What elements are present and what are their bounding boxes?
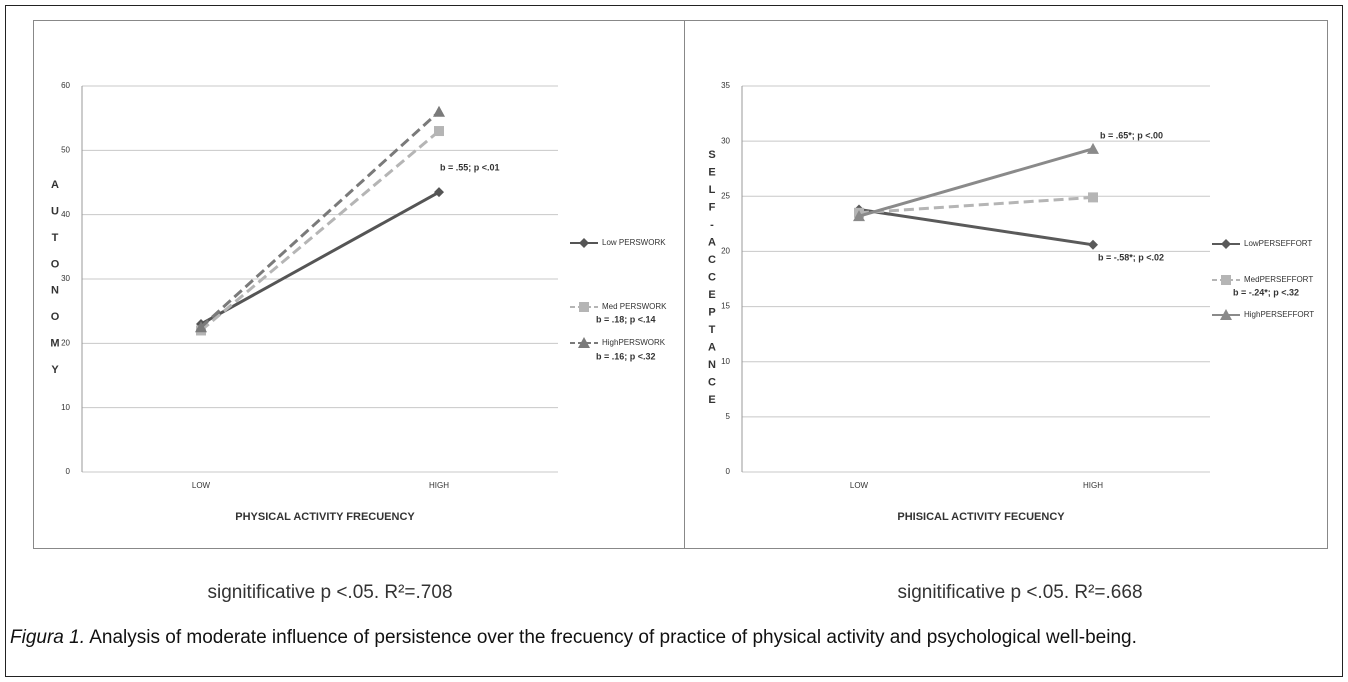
y-tick-label: 0 xyxy=(66,467,71,476)
x-axis-title: PHYSICAL ACTIVITY FRECUENCY xyxy=(235,511,415,523)
x-tick-label: LOW xyxy=(850,481,869,490)
y-axis-letter: F xyxy=(709,201,716,213)
series-line xyxy=(858,147,1094,218)
y-tick-label: 60 xyxy=(61,81,70,90)
y-axis-letter: A xyxy=(51,179,59,191)
y-tick-label: 0 xyxy=(726,467,731,476)
legend-marker xyxy=(578,337,590,348)
y-axis-title: S E L F -A C C E P T A N C E xyxy=(708,149,716,406)
y-tick-label: 30 xyxy=(61,274,70,283)
y-axis-letter: S xyxy=(708,149,715,161)
marker xyxy=(434,187,444,198)
marker xyxy=(1087,142,1099,154)
y-axis-letter: N xyxy=(708,359,716,371)
y-axis-letter: E xyxy=(708,289,715,301)
x-tick-label: HIGH xyxy=(429,481,449,490)
annotation: b = -.24*; p <.32 xyxy=(1233,287,1299,297)
y-tick-label: 40 xyxy=(61,210,70,219)
series-line xyxy=(200,190,440,326)
marker xyxy=(195,321,207,333)
chart-border xyxy=(684,20,1328,549)
y-axis-letter: T xyxy=(52,232,59,244)
x-axis-title: PHISICAL ACTIVITY FECUENCY xyxy=(897,511,1065,523)
y-axis-letter: P xyxy=(708,306,715,318)
y-tick-label: 15 xyxy=(721,302,730,311)
y-tick-label: 20 xyxy=(721,247,730,256)
y-axis-letter: O xyxy=(51,258,60,270)
series-line xyxy=(200,129,440,332)
chart-border xyxy=(33,20,685,549)
y-axis-letter: E xyxy=(708,394,715,406)
series-line xyxy=(858,195,1094,215)
legend-marker xyxy=(1220,309,1232,320)
chart-caption: signitificative p <.05. R²=.708 xyxy=(207,582,452,603)
annotation: b = .18; p <.14 xyxy=(596,314,656,324)
series-line xyxy=(858,208,1094,247)
legend-marker xyxy=(1221,275,1231,285)
y-tick-label: 30 xyxy=(721,136,730,145)
y-axis-letter: L xyxy=(709,184,716,196)
annotation: b = .16; p <.32 xyxy=(596,351,656,361)
y-tick-label: 5 xyxy=(726,412,731,421)
y-tick-label: 35 xyxy=(721,81,730,90)
annotation: b = -.58*; p <.02 xyxy=(1098,252,1164,262)
legend-marker xyxy=(1221,239,1231,249)
annotation: b = .55; p <.01 xyxy=(440,162,500,172)
y-tick-label: 50 xyxy=(61,145,70,154)
y-tick-label: 10 xyxy=(721,357,730,366)
y-axis-letter: N xyxy=(51,285,59,297)
y-axis-letter: - xyxy=(710,219,714,231)
x-tick-label: LOW xyxy=(192,481,211,490)
y-axis-letter: A xyxy=(708,236,716,248)
y-tick-label: 10 xyxy=(61,403,70,412)
y-axis-letter: T xyxy=(709,324,716,336)
y-axis-letter: C xyxy=(708,271,716,283)
marker xyxy=(1088,192,1098,203)
y-axis-letter: E xyxy=(708,166,715,178)
marker xyxy=(433,105,445,117)
legend-label: Low PERSWORK xyxy=(602,238,666,247)
chart-caption: signitificative p <.05. R²=.668 xyxy=(897,582,1142,603)
y-tick-label: 20 xyxy=(61,338,70,347)
annotation: b = .65*; p <.00 xyxy=(1100,130,1163,140)
x-tick-label: HIGH xyxy=(1083,481,1103,490)
legend-marker xyxy=(579,302,589,312)
y-axis-letter: Y xyxy=(51,364,59,376)
figure-label: Figura 1. xyxy=(10,627,85,648)
y-axis-letter: C xyxy=(708,376,716,388)
marker xyxy=(434,126,444,137)
y-axis-letter: M xyxy=(50,337,59,349)
y-axis-letter: O xyxy=(51,311,60,323)
y-axis-letter: U xyxy=(51,205,59,217)
marker xyxy=(1088,239,1098,250)
y-axis-letter: A xyxy=(708,341,716,353)
legend-label: Med PERSWORK xyxy=(602,302,667,311)
series-line xyxy=(199,110,441,329)
y-axis-title: A U T O N O M Y xyxy=(50,179,59,376)
legend-label: HighPERSEFFORT xyxy=(1244,310,1314,319)
y-axis-letter: C xyxy=(708,254,716,266)
legend-label: MedPERSEFFORT xyxy=(1244,275,1313,284)
marker xyxy=(853,210,865,222)
legend-label: HighPERSWORK xyxy=(602,338,666,347)
figure-text: Analysis of moderate influence of persis… xyxy=(89,627,1137,648)
outer-border xyxy=(5,5,1343,677)
legend-marker xyxy=(579,238,589,248)
y-tick-label: 25 xyxy=(721,191,730,200)
figure-caption: Figura 1. Analysis of moderate influence… xyxy=(10,626,1335,650)
legend-label: LowPERSEFFORT xyxy=(1244,239,1312,248)
